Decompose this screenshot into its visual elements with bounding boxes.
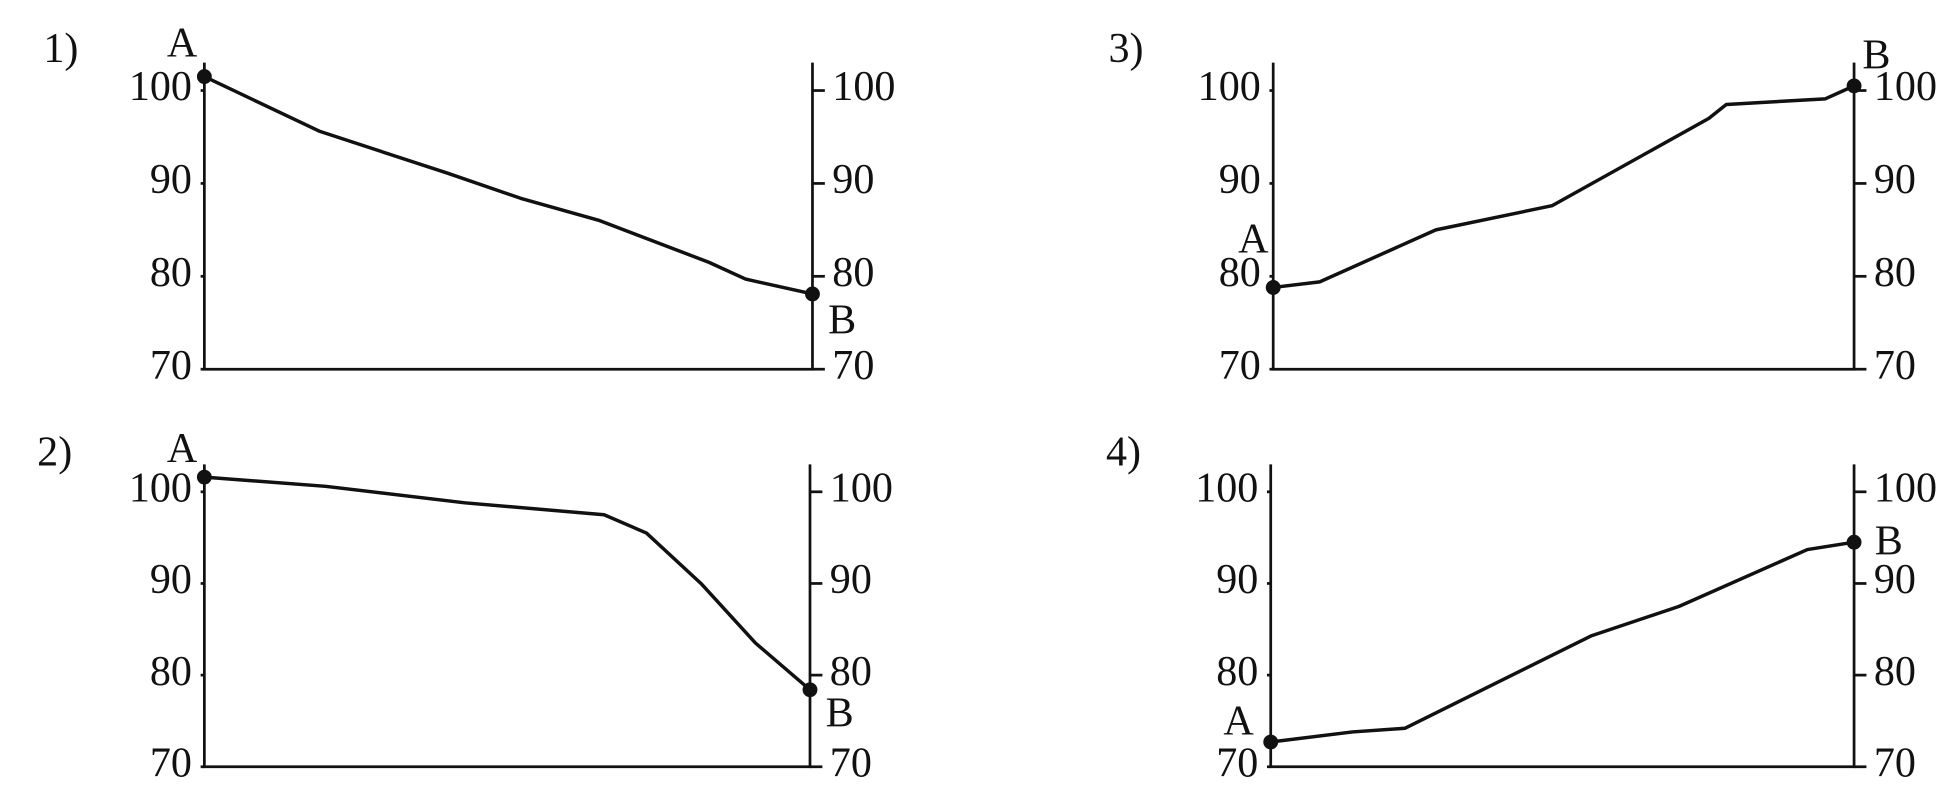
y-tick-label: 100	[1195, 464, 1258, 511]
y-tick-label: 90	[1216, 556, 1258, 603]
profile-line	[1268, 540, 1856, 744]
y2-tick-label: 70	[1874, 739, 1916, 786]
y2-tick-label: 80	[1874, 249, 1916, 296]
end-label: B	[826, 690, 854, 737]
panel-label: 2)	[37, 429, 72, 476]
y2-tick-label: 100	[830, 464, 893, 511]
profile-line	[202, 475, 812, 692]
panel-label: 3)	[1108, 25, 1143, 72]
y-tick-label: 70	[150, 342, 192, 389]
endpoint	[196, 469, 212, 485]
y2-tick-label: 80	[1874, 648, 1916, 695]
y-tick-label: 90	[150, 556, 192, 603]
axes	[202, 464, 812, 769]
y2-tick-label: 100	[832, 63, 895, 110]
endpoint	[802, 682, 818, 698]
endpoint	[805, 286, 820, 302]
end-label: B	[828, 296, 856, 343]
y2-tick-label: 90	[830, 556, 872, 603]
panel-label: 4)	[1106, 429, 1141, 476]
y2-tick-label: 70	[832, 342, 874, 389]
y-tick-label: 80	[150, 249, 192, 296]
y2-tick-label: 70	[1874, 342, 1916, 389]
axes	[202, 62, 814, 371]
end-label: B	[1875, 517, 1903, 564]
endpoint	[1846, 534, 1862, 550]
y-tick-label: 100	[129, 464, 192, 511]
axes	[1271, 62, 1856, 371]
y-tick-label: 100	[129, 63, 192, 110]
endpoint	[1263, 734, 1279, 750]
y2-tick-label: 90	[1874, 556, 1916, 603]
y-tick-label: 90	[1219, 156, 1261, 203]
y2-tick-label: 90	[1874, 156, 1916, 203]
start-label: A	[167, 20, 198, 67]
y-tick-label: 70	[150, 739, 192, 786]
y2-tick-label: 90	[832, 156, 874, 203]
profile-line	[202, 74, 815, 296]
endpoint	[1265, 280, 1281, 295]
y-tick-label: 80	[150, 648, 192, 695]
y2-tick-label: 70	[830, 739, 872, 786]
y-tick-label: 70	[1216, 739, 1258, 786]
y2-tick-label: 80	[832, 249, 874, 296]
y-tick-label: 100	[1198, 63, 1261, 110]
y-tick-label: 80	[1219, 249, 1261, 296]
y-tick-label: 90	[150, 156, 192, 203]
panel-label: 1)	[43, 25, 78, 72]
y-tick-label: 70	[1219, 342, 1261, 389]
start-label: A	[1238, 216, 1269, 263]
y-tick-label: 80	[1216, 648, 1258, 695]
end-label: B	[1862, 31, 1890, 78]
y2-tick-label: 100	[1874, 63, 1937, 110]
axes	[1269, 464, 1856, 769]
start-label: A	[1223, 697, 1254, 744]
endpoint	[196, 69, 212, 85]
y2-tick-label: 100	[1874, 464, 1937, 511]
profile-line	[1271, 84, 1856, 290]
endpoint	[1846, 78, 1862, 94]
y2-tick-label: 80	[830, 648, 872, 695]
start-label: A	[167, 425, 198, 472]
